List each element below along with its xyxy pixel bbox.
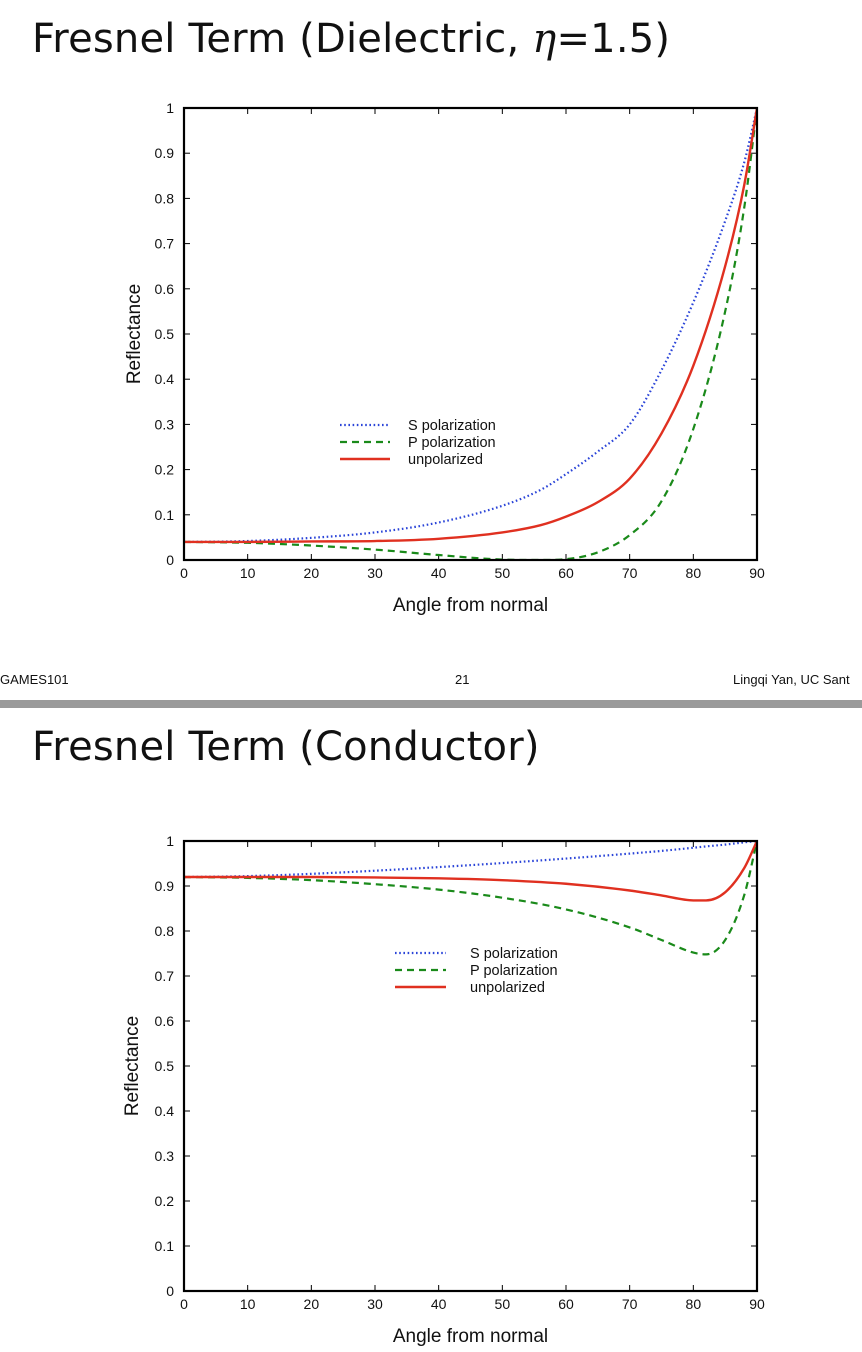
x-tick-label: 80 <box>686 565 702 581</box>
y-axis-label: Reflectance <box>124 284 145 384</box>
y-tick-label: 0.5 <box>155 1058 175 1074</box>
x-tick-label: 30 <box>367 565 383 581</box>
series-line-p-polarization <box>184 840 757 956</box>
legend-label: S polarization <box>408 418 496 434</box>
x-tick-label: 60 <box>558 1296 574 1312</box>
x-tick-label: 0 <box>180 565 188 581</box>
y-axis-label: Reflectance <box>122 1016 143 1116</box>
dielectric-fresnel-chart: 0 10 20 30 40 50 60 70 80 90 0 0.1 0.2 0.3 0.4 0.5 0.6 0.… <box>124 100 765 616</box>
footer-course-label: GAMES101 <box>0 672 69 687</box>
series-line-s-polarization <box>184 107 757 544</box>
legend-label: S polarization <box>470 946 558 962</box>
x-axis-label: Angle from normal <box>393 1326 548 1347</box>
y-tick-label: 0.2 <box>155 1193 175 1209</box>
slide-title: Fresnel Term (Conductor) <box>32 724 540 770</box>
x-tick-label: 0 <box>180 1296 188 1312</box>
y-tick-label: 0.8 <box>155 923 175 939</box>
y-tick-label: 0.6 <box>155 1013 175 1029</box>
y-tick-label: 0.9 <box>155 145 175 161</box>
series-line-unpolarized <box>184 107 757 544</box>
x-tick-label: 20 <box>304 565 320 581</box>
y-tick-label: 0.7 <box>155 968 175 984</box>
legend-label: unpolarized <box>408 452 483 468</box>
slide-dielectric: Fresnel Term (Dielectric, η=1.5) 0 10 20 30… <box>0 16 850 687</box>
y-tick-label: 0.1 <box>155 507 175 523</box>
x-tick-label: 80 <box>686 1296 702 1312</box>
y-tick-label: 0 <box>166 1283 174 1299</box>
footer-page-number: 21 <box>455 672 470 687</box>
x-tick-label: 50 <box>495 1296 511 1312</box>
plot-frame <box>182 106 759 562</box>
conductor-fresnel-chart: 0 10 20 30 40 50 60 70 80 90 0 0.1 0.2 0.3 0.4 0.5 0.6 0.… <box>122 833 765 1347</box>
x-tick-label: 10 <box>240 1296 256 1312</box>
y-tick-label: 0 <box>166 552 174 568</box>
x-tick-label: 90 <box>749 1296 765 1312</box>
y-tick-label: 0.7 <box>155 236 175 252</box>
x-tick-label: 50 <box>495 565 511 581</box>
y-tick-label: 0.3 <box>155 416 175 432</box>
y-tick-label: 0.1 <box>155 1238 175 1254</box>
series-line-p-polarization <box>184 107 757 560</box>
slide-divider <box>0 700 862 708</box>
y-tick-label: 1 <box>166 833 174 849</box>
legend-label: unpolarized <box>470 980 545 996</box>
y-tick-label: 0.5 <box>155 326 175 342</box>
series-line-s-polarization <box>184 839 757 879</box>
y-tick-label: 0.3 <box>155 1148 175 1164</box>
y-tick-label: 0.9 <box>155 878 175 894</box>
x-tick-label: 40 <box>431 1296 447 1312</box>
series-group <box>184 839 757 956</box>
series-group <box>184 107 757 560</box>
plot-frame <box>182 839 759 1293</box>
footer-author: Lingqi Yan, UC Sant <box>733 672 850 687</box>
eta-symbol: η <box>532 16 557 62</box>
y-tick-label: 0.4 <box>155 1103 175 1119</box>
legend-label: P polarization <box>408 435 496 451</box>
x-tick-label: 20 <box>304 1296 320 1312</box>
x-tick-label: 10 <box>240 565 256 581</box>
series-line-unpolarized <box>184 840 757 902</box>
legend-label: P polarization <box>470 963 558 979</box>
x-tick-label: 90 <box>749 565 765 581</box>
x-tick-label: 70 <box>622 1296 638 1312</box>
y-tick-label: 1 <box>166 100 174 116</box>
x-tick-label: 40 <box>431 565 447 581</box>
x-tick-label: 70 <box>622 565 638 581</box>
title-suffix: =1.5) <box>556 16 671 62</box>
y-tick-label: 0.6 <box>155 281 175 297</box>
y-tick-label: 0.8 <box>155 190 175 206</box>
x-tick-label: 60 <box>558 565 574 581</box>
y-tick-label: 0.2 <box>155 462 175 478</box>
slide-conductor: Fresnel Term (Conductor) 0 10 20 30 40 50 60 70… <box>0 708 862 1352</box>
x-axis-label: Angle from normal <box>393 595 548 616</box>
x-tick-label: 30 <box>367 1296 383 1312</box>
slide-title: Fresnel Term (Dielectric, η=1.5) <box>32 16 670 62</box>
y-tick-label: 0.4 <box>155 371 175 387</box>
title-prefix: Fresnel Term (Dielectric, <box>32 16 533 62</box>
